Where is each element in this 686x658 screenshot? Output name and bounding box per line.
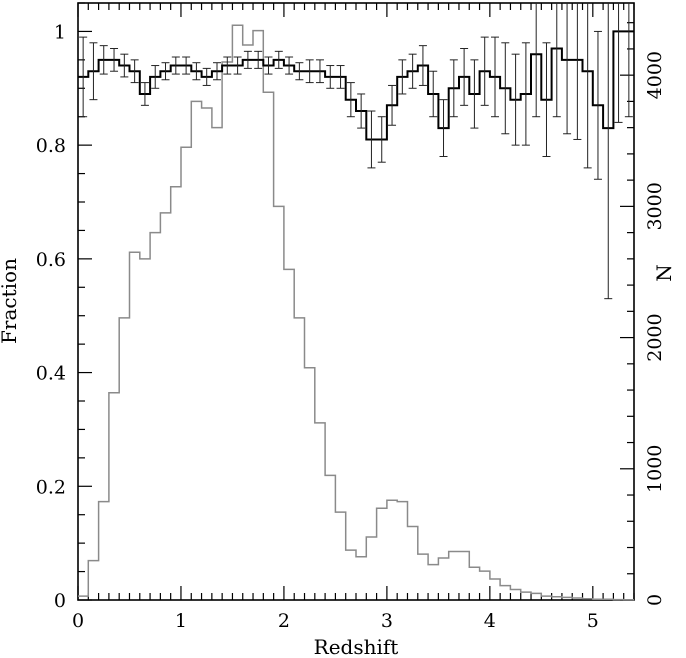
x-axis-title: Redshift: [314, 635, 399, 658]
y-left-tick-label: 0.6: [36, 249, 66, 271]
y-right-axis-title: N: [652, 264, 676, 282]
y-left-tick-label: 1: [54, 21, 66, 43]
y-left-tick-label: 0.4: [36, 363, 66, 385]
fraction-histogram: [78, 30, 634, 141]
count-series-line: [78, 24, 634, 601]
y-right-tick-label: 1000: [644, 445, 666, 493]
axis-ticks: [77, 2, 635, 601]
y-left-tick-label: 0.2: [36, 476, 66, 498]
fraction-series-line: [78, 30, 634, 141]
y-right-tick-label: 3000: [644, 182, 666, 230]
x-tick-label: 3: [381, 610, 393, 632]
x-tick-label: 0: [72, 610, 84, 632]
y-right-tick-label: 2000: [644, 313, 666, 361]
y-left-axis-title: Fraction: [0, 258, 21, 344]
y-left-tick-label: 0: [54, 590, 66, 612]
x-tick-label: 2: [278, 610, 290, 632]
x-tick-label: 1: [175, 610, 187, 632]
x-tick-label: 4: [484, 610, 496, 632]
x-tick-label: 5: [587, 610, 599, 632]
y-right-tick-label: 4000: [644, 51, 666, 99]
y-right-tick-label: 0: [644, 594, 666, 606]
tick-labels: 0 1 2 3 4 5 0 0.2 0.4 0.6 0.8 1 0 1000 2000 3000 4000: [36, 21, 666, 632]
fraction-error-bars: [79, 3, 633, 300]
y-left-tick-label: 0.8: [36, 135, 66, 157]
count-histogram: [78, 24, 634, 601]
